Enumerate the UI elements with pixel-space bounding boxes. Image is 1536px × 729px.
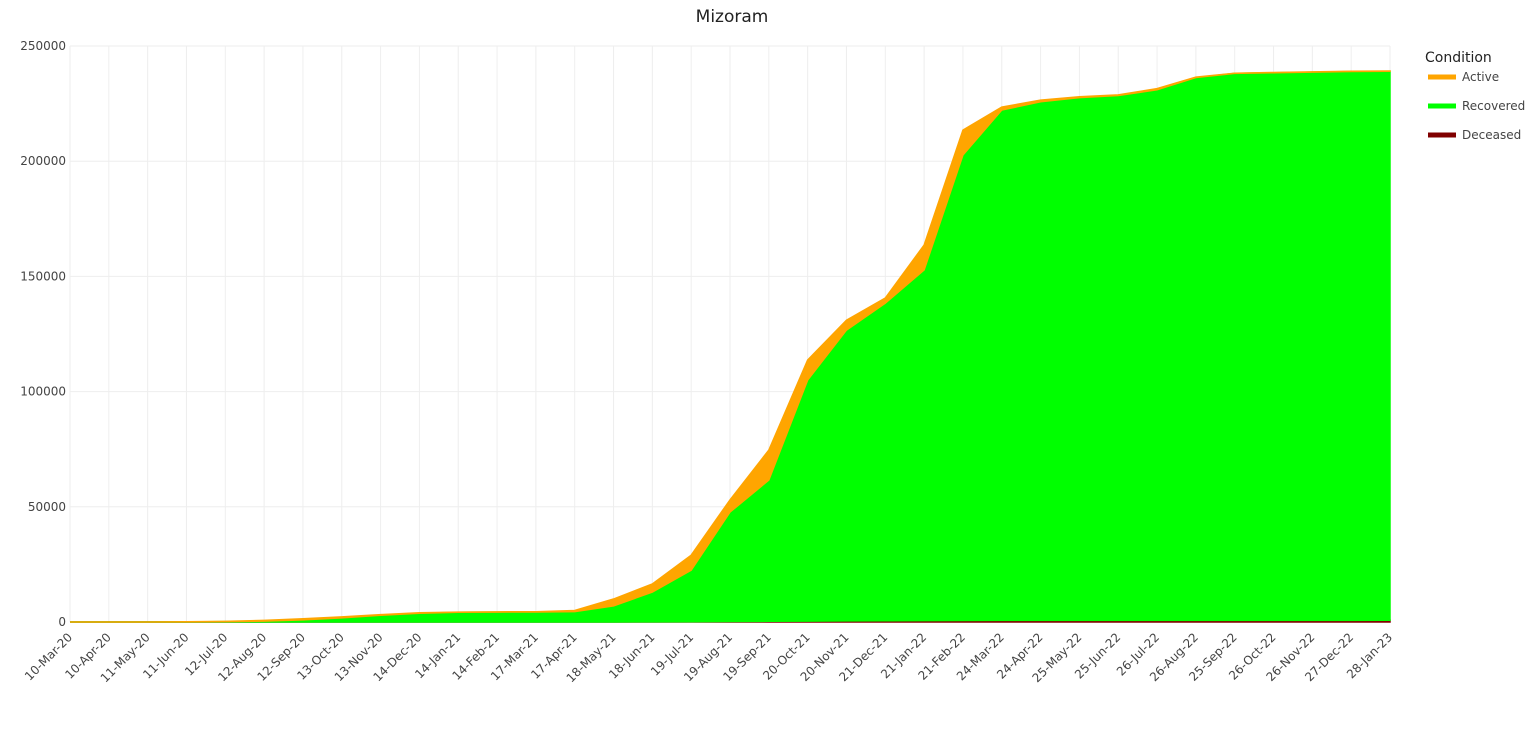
legend-title: Condition [1425, 50, 1492, 66]
y-tick-label: 150000 [20, 269, 66, 283]
y-tick-label: 200000 [20, 154, 66, 168]
y-tick-label: 0 [58, 615, 66, 629]
area [69, 70, 1391, 623]
legend-label: Recovered [1462, 99, 1525, 113]
legend-label: Active [1462, 70, 1499, 84]
y-tick-label: 100000 [20, 385, 66, 399]
y-tick-label: 50000 [28, 500, 66, 514]
chart-title: Mizoram [696, 7, 769, 27]
legend-label: Deceased [1462, 128, 1521, 142]
y-tick-label: 250000 [20, 39, 66, 53]
